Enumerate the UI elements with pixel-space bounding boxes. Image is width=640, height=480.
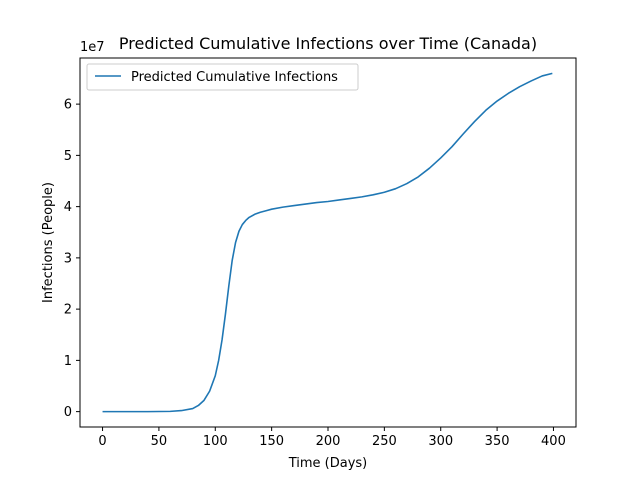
x-tick-label: 250 bbox=[372, 434, 397, 449]
legend-box bbox=[86, 63, 359, 91]
x-axis-label: Time (Days) bbox=[288, 456, 368, 471]
legend: Predicted Cumulative Infections bbox=[86, 63, 359, 91]
plot-frame bbox=[79, 57, 577, 428]
y-axis-multiplier: 1e7 bbox=[80, 40, 105, 55]
y-tick-label: 1 bbox=[64, 354, 72, 369]
y-tick-label: 2 bbox=[64, 303, 72, 318]
y-tick-label: 0 bbox=[64, 405, 72, 420]
y-tick-label: 6 bbox=[64, 98, 72, 113]
x-tick-label: 100 bbox=[203, 434, 228, 449]
axis-ticks: 0 50 100 150 200 250 300 350 400 0 1 2 3 4 5 6 bbox=[64, 98, 566, 449]
x-tick-label: 400 bbox=[541, 434, 566, 449]
x-tick-label: 200 bbox=[316, 434, 341, 449]
x-tick-label: 300 bbox=[428, 434, 453, 449]
legend-label: Predicted Cumulative Infections bbox=[131, 70, 338, 85]
y-tick-label: 3 bbox=[64, 251, 72, 266]
chart-title: Predicted Cumulative Infections over Tim… bbox=[119, 34, 537, 53]
x-tick-label: 0 bbox=[98, 434, 106, 449]
x-tick-label: 350 bbox=[485, 434, 510, 449]
x-tick-label: 150 bbox=[259, 434, 284, 449]
y-axis-label: Infections (People) bbox=[41, 182, 56, 303]
y-tick-label: 5 bbox=[64, 149, 72, 164]
series-layer bbox=[102, 72, 553, 413]
y-tick-label: 4 bbox=[64, 200, 72, 215]
x-tick-label: 50 bbox=[151, 434, 168, 449]
series-line-0 bbox=[102, 72, 553, 413]
